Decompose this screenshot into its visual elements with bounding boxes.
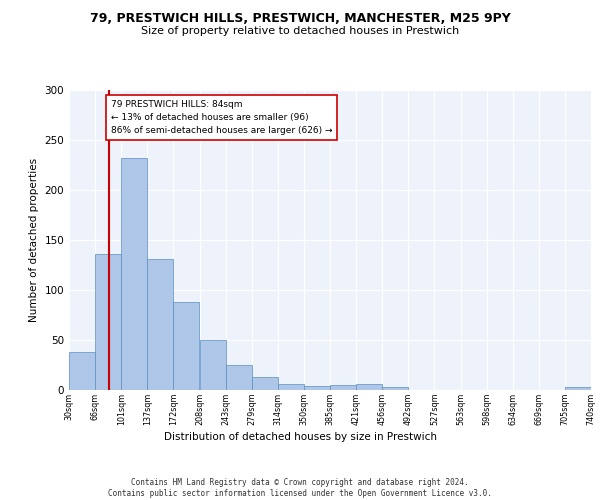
- Bar: [330, 385, 356, 390]
- Bar: [226, 365, 252, 390]
- Bar: [173, 302, 199, 390]
- Y-axis label: Number of detached properties: Number of detached properties: [29, 158, 39, 322]
- Bar: [69, 352, 95, 390]
- Text: Distribution of detached houses by size in Prestwich: Distribution of detached houses by size …: [163, 432, 437, 442]
- Text: Size of property relative to detached houses in Prestwich: Size of property relative to detached ho…: [141, 26, 459, 36]
- Bar: [252, 377, 278, 390]
- Text: 79, PRESTWICH HILLS, PRESTWICH, MANCHESTER, M25 9PY: 79, PRESTWICH HILLS, PRESTWICH, MANCHEST…: [89, 12, 511, 26]
- Text: 79 PRESTWICH HILLS: 84sqm
← 13% of detached houses are smaller (96)
86% of semi-: 79 PRESTWICH HILLS: 84sqm ← 13% of detac…: [111, 100, 332, 136]
- Bar: [304, 386, 330, 390]
- Text: Contains HM Land Registry data © Crown copyright and database right 2024.
Contai: Contains HM Land Registry data © Crown c…: [108, 478, 492, 498]
- Bar: [565, 387, 591, 390]
- Bar: [199, 340, 226, 390]
- Bar: [95, 254, 121, 390]
- Bar: [121, 158, 148, 390]
- Bar: [278, 384, 304, 390]
- Bar: [148, 259, 173, 390]
- Bar: [356, 384, 382, 390]
- Bar: [382, 387, 409, 390]
